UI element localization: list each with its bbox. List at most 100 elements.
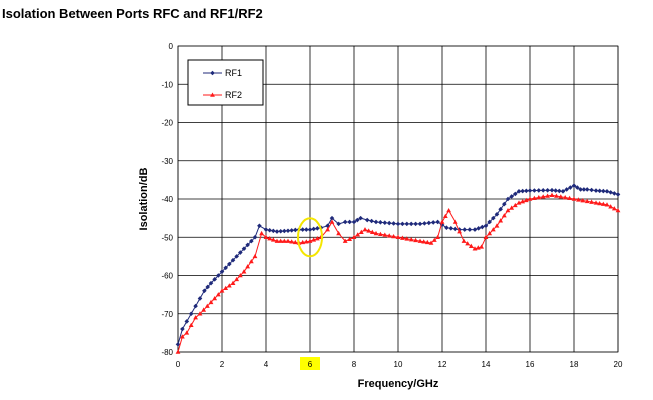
data-point — [509, 194, 514, 199]
data-point — [180, 326, 185, 332]
data-point — [336, 221, 341, 227]
data-point — [188, 322, 194, 328]
data-point — [568, 185, 573, 190]
x-tick-label: 18 — [570, 360, 579, 369]
data-point — [413, 237, 418, 243]
data-point — [325, 227, 330, 232]
data-point — [567, 195, 572, 201]
data-point — [216, 273, 221, 278]
data-point — [257, 223, 262, 229]
x-tick-label: 2 — [220, 360, 225, 369]
x-tick-label: 8 — [352, 360, 357, 369]
data-point — [520, 199, 526, 204]
data-point — [219, 288, 225, 293]
data-point — [417, 238, 423, 243]
data-point — [245, 242, 250, 248]
data-point — [468, 243, 474, 248]
data-point — [430, 220, 436, 225]
data-point — [234, 254, 239, 259]
data-point — [373, 230, 379, 236]
data-point — [193, 315, 198, 320]
highlight-layer — [300, 357, 320, 370]
data-point — [274, 238, 280, 243]
data-point — [366, 228, 372, 233]
data-point — [386, 220, 392, 226]
y-tick-label: -10 — [161, 80, 173, 89]
data-point — [505, 196, 511, 202]
data-point — [540, 194, 546, 199]
legend: RF1 RF2 — [187, 59, 264, 106]
data-point — [175, 349, 181, 354]
data-point — [408, 221, 414, 227]
data-point — [210, 70, 215, 76]
data-point — [378, 220, 383, 225]
data-point — [589, 187, 594, 193]
data-point — [358, 215, 363, 221]
series-layer — [175, 183, 621, 354]
data-point — [267, 236, 273, 241]
data-point — [439, 219, 445, 224]
data-point — [476, 226, 481, 231]
data-point — [219, 269, 225, 274]
data-point — [545, 193, 550, 198]
data-point — [369, 218, 374, 224]
data-point — [215, 292, 221, 297]
y-tick-label: -70 — [161, 310, 173, 319]
data-point — [444, 225, 449, 230]
data-point — [241, 269, 247, 274]
data-point — [575, 185, 580, 190]
data-point — [505, 207, 511, 213]
data-point — [342, 238, 348, 243]
data-point — [424, 239, 430, 245]
tick-highlight — [300, 357, 320, 370]
data-point — [293, 227, 298, 233]
data-point — [479, 244, 484, 249]
data-point — [208, 280, 214, 286]
data-point — [373, 219, 379, 225]
data-point — [226, 283, 232, 288]
data-point — [315, 226, 320, 231]
data-point — [608, 204, 614, 209]
data-point — [435, 219, 440, 225]
y-tick-label: -20 — [161, 119, 173, 128]
data-point — [408, 237, 414, 242]
data-point — [558, 194, 564, 199]
data-point — [480, 224, 485, 230]
data-point — [252, 234, 258, 240]
data-point — [435, 234, 440, 240]
y-tick-label: -40 — [161, 195, 173, 204]
data-point — [498, 206, 503, 212]
data-point — [197, 296, 203, 301]
data-point — [512, 202, 518, 208]
data-point — [581, 187, 587, 192]
data-point — [263, 234, 269, 240]
data-point — [448, 226, 454, 231]
data-point — [395, 234, 401, 240]
series-rf1 — [175, 183, 621, 347]
data-point — [355, 232, 361, 237]
data-point — [347, 236, 352, 241]
x-tick-label: 16 — [526, 360, 535, 369]
data-point — [230, 280, 236, 285]
data-point — [523, 197, 529, 203]
data-point — [208, 299, 214, 305]
data-point — [230, 257, 236, 263]
data-point — [307, 238, 313, 243]
data-point — [524, 188, 529, 194]
data-point — [205, 284, 210, 290]
y-axis-label: Isolation/dB — [138, 167, 150, 230]
data-point — [351, 234, 357, 240]
data-point — [465, 241, 471, 246]
data-point — [400, 221, 405, 227]
data-point — [278, 238, 284, 243]
x-tick-label: 6 — [308, 360, 313, 369]
data-point — [549, 192, 555, 197]
data-point — [202, 288, 207, 294]
data-point — [494, 223, 500, 228]
data-point — [238, 250, 243, 255]
data-point — [612, 191, 617, 196]
data-point — [498, 218, 504, 223]
data-point — [615, 192, 621, 197]
data-point — [417, 221, 423, 227]
data-point — [204, 303, 210, 308]
